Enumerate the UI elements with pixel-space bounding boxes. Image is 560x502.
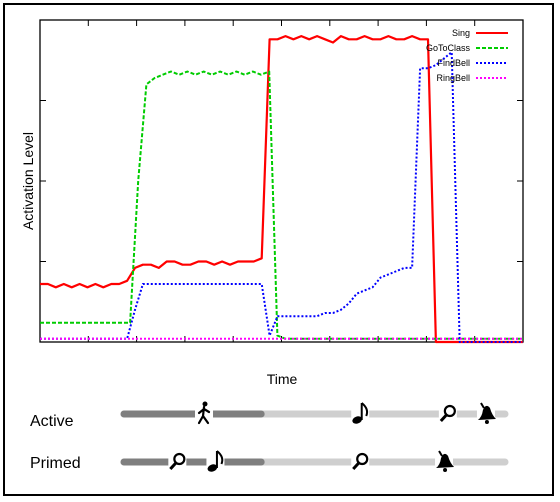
magnifier-icon	[352, 452, 369, 471]
music-note-icon	[352, 402, 369, 424]
walking-person-icon	[197, 401, 211, 425]
bell-icon	[477, 402, 496, 424]
magnifier-icon	[169, 452, 186, 471]
legend-label: GoToClass	[426, 43, 471, 53]
timeline-active-label: Active	[30, 413, 74, 430]
music-note-icon	[207, 450, 224, 472]
x-axis-label: Time	[267, 371, 298, 387]
series-line-gotoclass	[40, 70, 523, 340]
timeline-active-track	[120, 401, 509, 425]
bell-icon	[436, 450, 455, 472]
timeline-primed-label: Primed	[30, 455, 81, 472]
series-lines	[40, 35, 523, 344]
y-axis-label: Activation Level	[20, 132, 36, 230]
series-line-sing	[40, 35, 523, 344]
legend-label: Sing	[452, 28, 470, 38]
legend: Sing GoToClass FindBell RingBell	[426, 28, 508, 83]
magnifier-icon	[439, 404, 456, 423]
plot-area	[39, 19, 524, 343]
legend-label: FindBell	[437, 58, 470, 68]
timeline-primed-track	[120, 450, 509, 472]
legend-label: RingBell	[436, 73, 470, 83]
